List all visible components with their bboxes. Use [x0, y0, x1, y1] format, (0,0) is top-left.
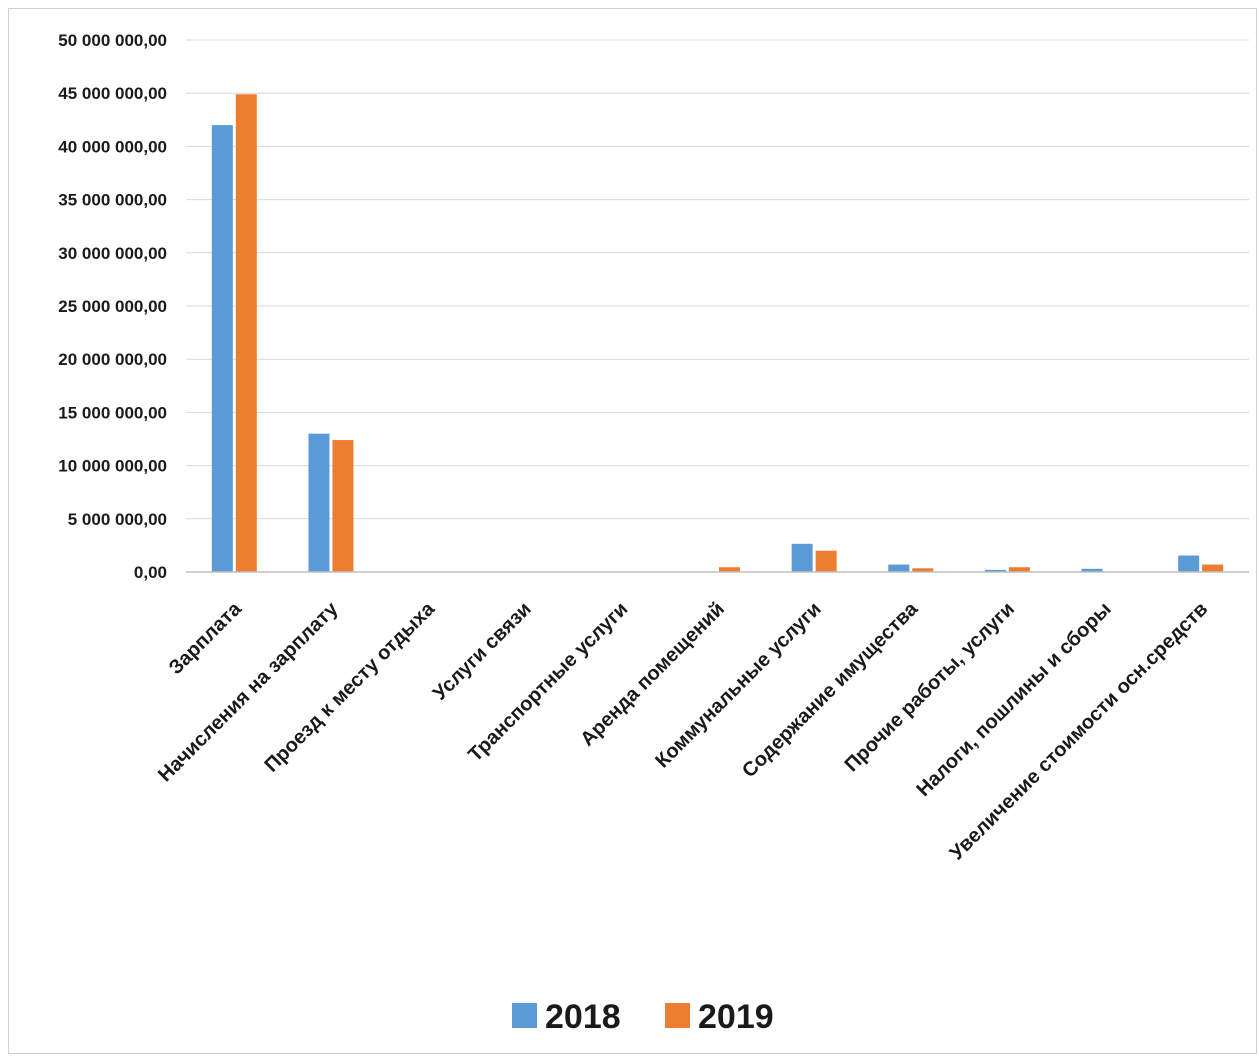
bar-2019-7: [912, 568, 934, 572]
bar-2019-8: [1008, 567, 1030, 572]
x-category-label: Налоги, пошлины и сборы: [912, 598, 1115, 801]
legend-swatch-2018: [512, 1003, 537, 1028]
bar-2018-1: [308, 433, 330, 572]
x-category-label: Прочие работы, услуги: [841, 598, 1019, 776]
bar-2019-6: [815, 550, 837, 572]
y-axis-ticks: 0,00 5 000 000,00 10 000 000,00 15 000 000,…: [58, 31, 167, 582]
bar-chart: 0,00 5 000 000,00 10 000 000,00 15 000 000,…: [58, 31, 1249, 1036]
bar-2019-1: [332, 440, 354, 572]
x-category-label: Начисления на зарплату: [154, 597, 343, 786]
y-tick-label: 5 000 000,00: [68, 510, 167, 529]
bar-2018-0: [211, 125, 233, 573]
y-tick-label: 30 000 000,00: [58, 244, 167, 263]
bar-2019-5: [719, 567, 740, 572]
bar-2019-10: [1202, 564, 1224, 572]
y-tick-label: 45 000 000,00: [58, 84, 167, 103]
bars: [211, 94, 1224, 573]
bar-2018-7: [888, 564, 910, 572]
legend-label-2019: 2019: [698, 998, 774, 1036]
x-category-label: Услуги связи: [429, 598, 536, 705]
bar-2018-8: [984, 569, 1006, 572]
y-tick-label: 15 000 000,00: [58, 403, 167, 422]
chart-frame: 0,00 5 000 000,00 10 000 000,00 15 000 000,…: [8, 8, 1257, 1054]
bar-2018-10: [1178, 555, 1200, 572]
y-tick-label: 10 000 000,00: [58, 457, 167, 476]
y-tick-label: 25 000 000,00: [58, 297, 167, 316]
x-category-label: Проезд к месту отдыха: [260, 597, 439, 776]
y-tick-label: 50 000 000,00: [58, 31, 167, 50]
legend: 2018 2019: [512, 998, 774, 1036]
x-category-label: Транспортные услуги: [464, 598, 632, 766]
legend-label-2018: 2018: [545, 998, 621, 1036]
x-category-label: Коммунальные услуги: [651, 598, 825, 772]
gridlines: [186, 39, 1249, 520]
legend-swatch-2019: [665, 1003, 690, 1028]
y-tick-label: 20 000 000,00: [58, 350, 167, 369]
y-tick-label: 35 000 000,00: [58, 191, 167, 210]
bar-2019-0: [235, 94, 257, 572]
bar-2018-6: [791, 543, 813, 572]
y-tick-label: 40 000 000,00: [58, 137, 167, 156]
x-category-label: Содержание имущества: [738, 597, 923, 782]
bar-2018-9: [1081, 568, 1103, 572]
x-category-label: Зарплата: [165, 597, 247, 679]
y-tick-label: 0,00: [134, 563, 167, 582]
